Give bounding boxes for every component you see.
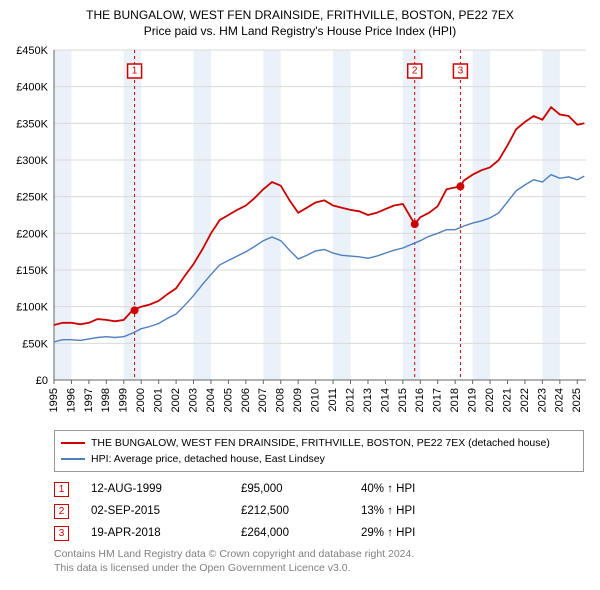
x-tick-label: 2002 <box>170 388 182 412</box>
sale-marker-number: 1 <box>132 66 138 77</box>
sale-date: 12-AUG-1999 <box>91 483 241 495</box>
legend-swatch <box>61 458 85 460</box>
footer-line1: Contains HM Land Registry data © Crown c… <box>54 548 594 562</box>
sales-table: 1 12-AUG-1999£95,00040% ↑ HPI 2 02-SEP-2015… <box>54 478 584 544</box>
legend-swatch <box>61 442 85 444</box>
y-tick-label: £400K <box>16 82 48 94</box>
title-line1: THE BUNGALOW, WEST FEN DRAINSIDE, FRITHV… <box>6 8 594 22</box>
sale-point <box>131 306 139 314</box>
x-tick-label: 2015 <box>397 388 409 412</box>
legend-row: THE BUNGALOW, WEST FEN DRAINSIDE, FRITHV… <box>61 435 577 451</box>
x-tick-label: 2021 <box>501 388 513 412</box>
x-tick-label: 2009 <box>292 388 304 412</box>
plot-svg: £0 £50K £100K £150K £200K £250K £300K £350K £400… <box>6 44 594 424</box>
sale-row-marker: 2 <box>54 504 69 519</box>
x-tick-label: 2016 <box>414 388 426 412</box>
x-tick-label: 2011 <box>327 388 339 412</box>
x-tick-label: 2013 <box>362 388 374 412</box>
legend-row: HPI: Average price, detached house, East… <box>61 451 577 467</box>
x-tick-label: 2024 <box>554 388 566 412</box>
sale-row-marker: 1 <box>54 482 69 497</box>
license-footnote: Contains HM Land Registry data © Crown c… <box>54 548 594 575</box>
x-tick-label: 2012 <box>344 388 356 412</box>
y-tick-label: £0 <box>36 375 48 387</box>
x-tick-label: 2006 <box>240 388 252 412</box>
legend: THE BUNGALOW, WEST FEN DRAINSIDE, FRITHV… <box>54 430 584 472</box>
x-tick-label: 2025 <box>571 388 583 412</box>
x-tick-label: 2023 <box>536 388 548 412</box>
y-tick-label: £350K <box>16 118 48 130</box>
sale-delta: 13% ↑ HPI <box>361 505 415 517</box>
price-chart: £0 £50K £100K £150K £200K £250K £300K £350K £400… <box>6 44 594 424</box>
footer-line2: This data is licensed under the Open Gov… <box>54 562 594 576</box>
sales-row: 1 12-AUG-1999£95,00040% ↑ HPI <box>54 478 584 500</box>
x-tick-label: 2022 <box>519 388 531 412</box>
sales-row: 2 02-SEP-2015£212,50013% ↑ HPI <box>54 500 584 522</box>
x-tick-label: 2000 <box>135 388 147 412</box>
y-tick-label: £200K <box>16 228 48 240</box>
x-tick-label: 2019 <box>467 388 479 412</box>
x-tick-label: 1999 <box>118 388 130 412</box>
y-tick-label: £50K <box>22 338 48 350</box>
x-tick-label: 2003 <box>187 388 199 412</box>
x-tick-label: 2017 <box>432 388 444 412</box>
x-tick-label: 2018 <box>449 388 461 412</box>
legend-label: HPI: Average price, detached house, East… <box>91 453 325 465</box>
x-tick-label: 1998 <box>100 388 112 412</box>
x-tick-label: 2020 <box>484 388 496 412</box>
title-line2: Price paid vs. HM Land Registry's House … <box>6 24 594 38</box>
sale-price: £212,500 <box>241 505 361 517</box>
sale-delta: 40% ↑ HPI <box>361 483 415 495</box>
y-tick-label: £150K <box>16 265 48 277</box>
x-tick-label: 2007 <box>257 388 269 412</box>
x-tick-label: 2014 <box>379 388 391 412</box>
sale-delta: 29% ↑ HPI <box>361 527 415 539</box>
sale-price: £264,000 <box>241 527 361 539</box>
x-tick-label: 2004 <box>205 388 217 412</box>
sale-date: 19-APR-2018 <box>91 527 241 539</box>
y-tick-label: £300K <box>16 155 48 167</box>
sale-date: 02-SEP-2015 <box>91 505 241 517</box>
x-tick-label: 1997 <box>83 388 95 412</box>
y-tick-label: £250K <box>16 192 48 204</box>
chart-title: THE BUNGALOW, WEST FEN DRAINSIDE, FRITHV… <box>6 8 594 38</box>
sale-point <box>456 182 464 190</box>
x-tick-label: 1995 <box>48 388 60 412</box>
legend-label: THE BUNGALOW, WEST FEN DRAINSIDE, FRITHV… <box>91 437 550 449</box>
x-tick-label: 1996 <box>65 388 77 412</box>
sale-marker-number: 2 <box>412 66 418 77</box>
sale-point <box>411 220 419 228</box>
y-tick-label: £100K <box>16 302 48 314</box>
x-tick-label: 2008 <box>275 388 287 412</box>
x-tick-label: 2001 <box>153 388 165 412</box>
sale-price: £95,000 <box>241 483 361 495</box>
sale-marker-number: 3 <box>458 66 464 77</box>
sales-row: 3 19-APR-2018£264,00029% ↑ HPI <box>54 522 584 544</box>
x-tick-label: 2010 <box>310 388 322 412</box>
y-tick-label: £450K <box>16 45 48 57</box>
x-tick-label: 2005 <box>222 388 234 412</box>
sale-row-marker: 3 <box>54 526 69 541</box>
